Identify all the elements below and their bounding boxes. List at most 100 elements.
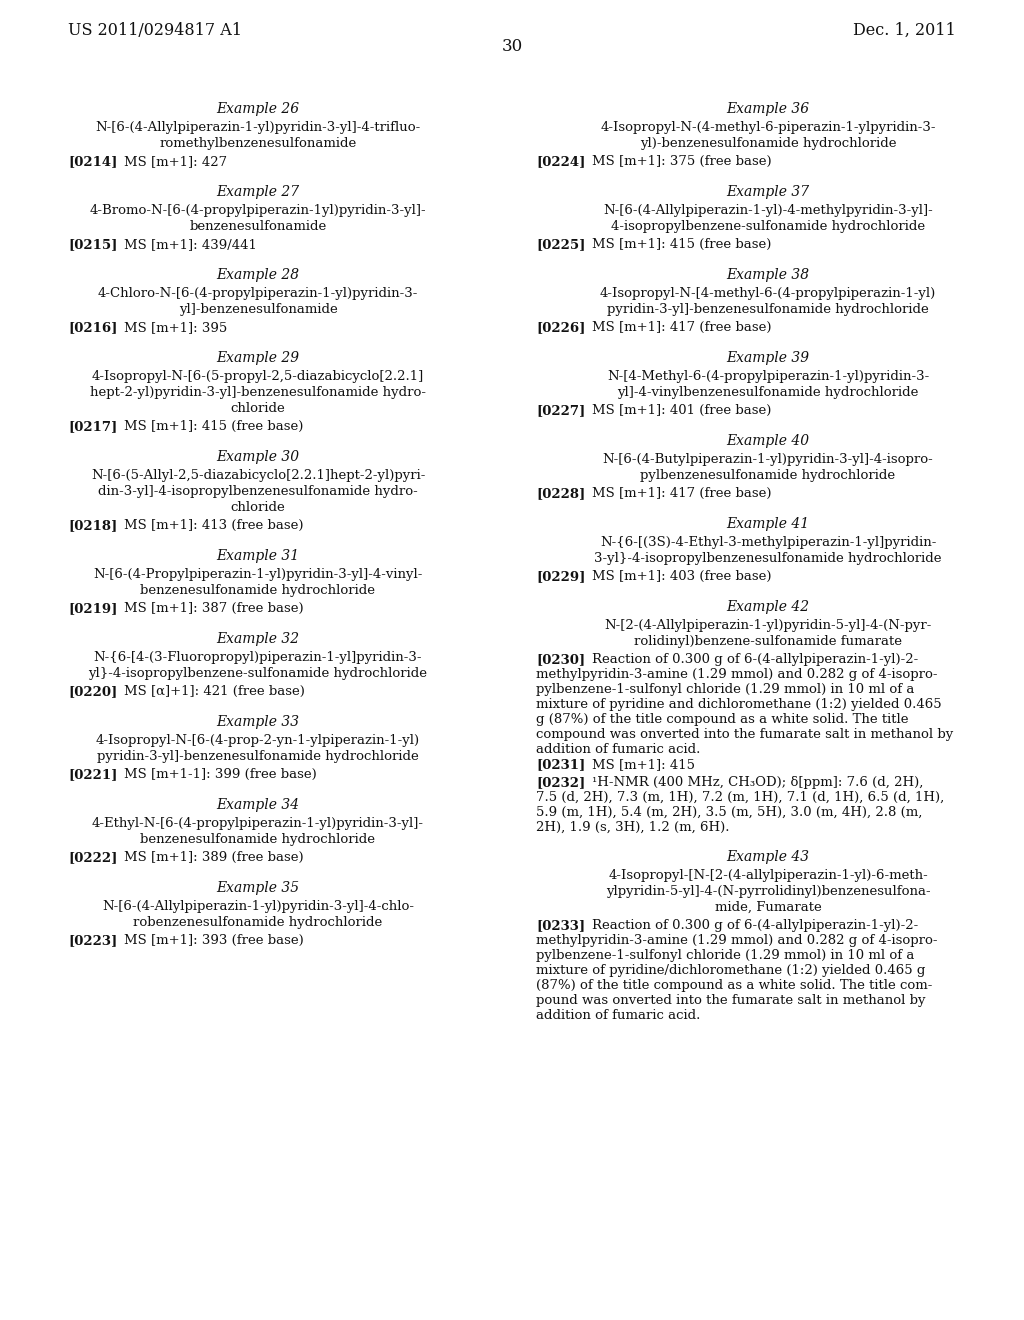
Text: Example 40: Example 40: [726, 434, 810, 447]
Text: romethylbenzenesulfonamide: romethylbenzenesulfonamide: [160, 137, 356, 150]
Text: 4-isopropylbenzene-sulfonamide hydrochloride: 4-isopropylbenzene-sulfonamide hydrochlo…: [611, 220, 925, 234]
Text: N-[6-(4-Allylpiperazin-1-yl)-4-methylpyridin-3-yl]-: N-[6-(4-Allylpiperazin-1-yl)-4-methylpyr…: [603, 205, 933, 216]
Text: Example 31: Example 31: [216, 549, 300, 564]
Text: Dec. 1, 2011: Dec. 1, 2011: [853, 22, 956, 40]
Text: Example 43: Example 43: [726, 850, 810, 865]
Text: MS [m+1]: 427: MS [m+1]: 427: [106, 154, 227, 168]
Text: [0214]: [0214]: [68, 154, 118, 168]
Text: pyridin-3-yl]-benzenesulfonamide hydrochloride: pyridin-3-yl]-benzenesulfonamide hydroch…: [607, 304, 929, 315]
Text: yl)-benzenesulfonamide hydrochloride: yl)-benzenesulfonamide hydrochloride: [640, 137, 896, 150]
Text: methylpyridin-3-amine (1.29 mmol) and 0.282 g of 4-isopro-: methylpyridin-3-amine (1.29 mmol) and 0.…: [536, 935, 938, 946]
Text: [0218]: [0218]: [68, 519, 118, 532]
Text: MS [m+1]: 403 (free base): MS [m+1]: 403 (free base): [575, 570, 771, 583]
Text: yl]-benzenesulfonamide: yl]-benzenesulfonamide: [178, 304, 337, 315]
Text: [0215]: [0215]: [68, 238, 118, 251]
Text: N-{6-[(3S)-4-Ethyl-3-methylpiperazin-1-yl]pyridin-: N-{6-[(3S)-4-Ethyl-3-methylpiperazin-1-y…: [600, 536, 936, 549]
Text: 4-Isopropyl-N-[6-(5-propyl-2,5-diazabicyclo[2.2.1]: 4-Isopropyl-N-[6-(5-propyl-2,5-diazabicy…: [92, 370, 424, 383]
Text: Reaction of 0.300 g of 6-(4-allylpiperazin-1-yl)-2-: Reaction of 0.300 g of 6-(4-allylpiperaz…: [575, 919, 919, 932]
Text: Example 32: Example 32: [216, 632, 300, 645]
Text: [0230]: [0230]: [536, 653, 585, 667]
Text: [0216]: [0216]: [68, 321, 118, 334]
Text: MS [m+1]: 375 (free base): MS [m+1]: 375 (free base): [575, 154, 772, 168]
Text: [0232]: [0232]: [536, 776, 586, 789]
Text: 4-Ethyl-N-[6-(4-propylpiperazin-1-yl)pyridin-3-yl]-: 4-Ethyl-N-[6-(4-propylpiperazin-1-yl)pyr…: [92, 817, 424, 830]
Text: Example 28: Example 28: [216, 268, 300, 282]
Text: MS [m+1]: 415 (free base): MS [m+1]: 415 (free base): [106, 420, 303, 433]
Text: pylbenzene-1-sulfonyl chloride (1.29 mmol) in 10 ml of a: pylbenzene-1-sulfonyl chloride (1.29 mmo…: [536, 949, 914, 962]
Text: N-[6-(4-Propylpiperazin-1-yl)pyridin-3-yl]-4-vinyl-: N-[6-(4-Propylpiperazin-1-yl)pyridin-3-y…: [93, 568, 423, 581]
Text: benzenesulfonamide hydrochloride: benzenesulfonamide hydrochloride: [140, 583, 376, 597]
Text: [0221]: [0221]: [68, 768, 118, 781]
Text: N-[6-(4-Allylpiperazin-1-yl)pyridin-3-yl]-4-trifluo-: N-[6-(4-Allylpiperazin-1-yl)pyridin-3-yl…: [95, 121, 421, 135]
Text: Example 38: Example 38: [726, 268, 810, 282]
Text: MS [m+1]: 415: MS [m+1]: 415: [575, 758, 695, 771]
Text: MS [m+1-1]: 399 (free base): MS [m+1-1]: 399 (free base): [106, 768, 316, 781]
Text: Example 26: Example 26: [216, 102, 300, 116]
Text: N-[6-(4-Allylpiperazin-1-yl)pyridin-3-yl]-4-chlo-: N-[6-(4-Allylpiperazin-1-yl)pyridin-3-yl…: [102, 900, 414, 913]
Text: MS [m+1]: 401 (free base): MS [m+1]: 401 (free base): [575, 404, 771, 417]
Text: robenzenesulfonamide hydrochloride: robenzenesulfonamide hydrochloride: [133, 916, 383, 929]
Text: pound was onverted into the fumarate salt in methanol by: pound was onverted into the fumarate sal…: [536, 994, 926, 1007]
Text: MS [m+1]: 413 (free base): MS [m+1]: 413 (free base): [106, 519, 303, 532]
Text: [0223]: [0223]: [68, 935, 118, 946]
Text: [0220]: [0220]: [68, 685, 118, 698]
Text: Example 37: Example 37: [726, 185, 810, 199]
Text: ¹H-NMR (400 MHz, CH₃OD); δ[ppm]: 7.6 (d, 2H),: ¹H-NMR (400 MHz, CH₃OD); δ[ppm]: 7.6 (d,…: [575, 776, 924, 789]
Text: N-[6-(4-Butylpiperazin-1-yl)pyridin-3-yl]-4-isopro-: N-[6-(4-Butylpiperazin-1-yl)pyridin-3-yl…: [603, 453, 933, 466]
Text: 4-Isopropyl-N-[4-methyl-6-(4-propylpiperazin-1-yl): 4-Isopropyl-N-[4-methyl-6-(4-propylpiper…: [600, 286, 936, 300]
Text: Example 27: Example 27: [216, 185, 300, 199]
Text: ylpyridin-5-yl]-4-(N-pyrrolidinyl)benzenesulfona-: ylpyridin-5-yl]-4-(N-pyrrolidinyl)benzen…: [605, 884, 931, 898]
Text: [0233]: [0233]: [536, 919, 585, 932]
Text: N-[2-(4-Allylpiperazin-1-yl)pyridin-5-yl]-4-(N-pyr-: N-[2-(4-Allylpiperazin-1-yl)pyridin-5-yl…: [604, 619, 932, 632]
Text: benzenesulfonamide hydrochloride: benzenesulfonamide hydrochloride: [140, 833, 376, 846]
Text: US 2011/0294817 A1: US 2011/0294817 A1: [68, 22, 242, 40]
Text: addition of fumaric acid.: addition of fumaric acid.: [536, 743, 700, 756]
Text: 5.9 (m, 1H), 5.4 (m, 2H), 3.5 (m, 5H), 3.0 (m, 4H), 2.8 (m,: 5.9 (m, 1H), 5.4 (m, 2H), 3.5 (m, 5H), 3…: [536, 807, 923, 818]
Text: yl}-4-isopropylbenzene-sulfonamide hydrochloride: yl}-4-isopropylbenzene-sulfonamide hydro…: [88, 667, 427, 680]
Text: [0229]: [0229]: [536, 570, 586, 583]
Text: MS [m+1]: 395: MS [m+1]: 395: [106, 321, 227, 334]
Text: 4-Isopropyl-N-[6-(4-prop-2-yn-1-ylpiperazin-1-yl): 4-Isopropyl-N-[6-(4-prop-2-yn-1-ylpipera…: [96, 734, 420, 747]
Text: Example 29: Example 29: [216, 351, 300, 366]
Text: MS [m+1]: 389 (free base): MS [m+1]: 389 (free base): [106, 851, 304, 865]
Text: mixture of pyridine/dichloromethane (1:2) yielded 0.465 g: mixture of pyridine/dichloromethane (1:2…: [536, 964, 926, 977]
Text: [0217]: [0217]: [68, 420, 118, 433]
Text: Example 35: Example 35: [216, 880, 300, 895]
Text: MS [m+1]: 417 (free base): MS [m+1]: 417 (free base): [575, 321, 771, 334]
Text: hept-2-yl)pyridin-3-yl]-benzenesulfonamide hydro-: hept-2-yl)pyridin-3-yl]-benzenesulfonami…: [90, 385, 426, 399]
Text: benzenesulfonamide: benzenesulfonamide: [189, 220, 327, 234]
Text: [0222]: [0222]: [68, 851, 118, 865]
Text: N-{6-[4-(3-Fluoropropyl)piperazin-1-yl]pyridin-3-: N-{6-[4-(3-Fluoropropyl)piperazin-1-yl]p…: [94, 651, 422, 664]
Text: MS [m+1]: 393 (free base): MS [m+1]: 393 (free base): [106, 935, 304, 946]
Text: compound was onverted into the fumarate salt in methanol by: compound was onverted into the fumarate …: [536, 729, 953, 741]
Text: Reaction of 0.300 g of 6-(4-allylpiperazin-1-yl)-2-: Reaction of 0.300 g of 6-(4-allylpiperaz…: [575, 653, 919, 667]
Text: Example 42: Example 42: [726, 601, 810, 614]
Text: g (87%) of the title compound as a white solid. The title: g (87%) of the title compound as a white…: [536, 713, 908, 726]
Text: 30: 30: [502, 38, 522, 55]
Text: chloride: chloride: [230, 403, 286, 414]
Text: [0225]: [0225]: [536, 238, 586, 251]
Text: Example 36: Example 36: [726, 102, 810, 116]
Text: [0228]: [0228]: [536, 487, 586, 500]
Text: [0226]: [0226]: [536, 321, 586, 334]
Text: chloride: chloride: [230, 502, 286, 513]
Text: MS [m+1]: 417 (free base): MS [m+1]: 417 (free base): [575, 487, 771, 500]
Text: 4-Chloro-N-[6-(4-propylpiperazin-1-yl)pyridin-3-: 4-Chloro-N-[6-(4-propylpiperazin-1-yl)py…: [98, 286, 418, 300]
Text: Example 30: Example 30: [216, 450, 300, 465]
Text: [0224]: [0224]: [536, 154, 586, 168]
Text: methylpyridin-3-amine (1.29 mmol) and 0.282 g of 4-isopro-: methylpyridin-3-amine (1.29 mmol) and 0.…: [536, 668, 938, 681]
Text: mide, Fumarate: mide, Fumarate: [715, 902, 821, 913]
Text: yl]-4-vinylbenzenesulfonamide hydrochloride: yl]-4-vinylbenzenesulfonamide hydrochlor…: [617, 385, 919, 399]
Text: Example 33: Example 33: [216, 715, 300, 729]
Text: 4-Isopropyl-N-(4-methyl-6-piperazin-1-ylpyridin-3-: 4-Isopropyl-N-(4-methyl-6-piperazin-1-yl…: [600, 121, 936, 135]
Text: MS [m+1]: 387 (free base): MS [m+1]: 387 (free base): [106, 602, 304, 615]
Text: Example 34: Example 34: [216, 799, 300, 812]
Text: Example 41: Example 41: [726, 517, 810, 531]
Text: din-3-yl]-4-isopropylbenzenesulfonamide hydro-: din-3-yl]-4-isopropylbenzenesulfonamide …: [98, 484, 418, 498]
Text: [0227]: [0227]: [536, 404, 586, 417]
Text: mixture of pyridine and dichloromethane (1:2) yielded 0.465: mixture of pyridine and dichloromethane …: [536, 698, 942, 711]
Text: pyridin-3-yl]-benzenesulfonamide hydrochloride: pyridin-3-yl]-benzenesulfonamide hydroch…: [97, 750, 419, 763]
Text: 4-Isopropyl-[N-[2-(4-allylpiperazin-1-yl)-6-meth-: 4-Isopropyl-[N-[2-(4-allylpiperazin-1-yl…: [608, 869, 928, 882]
Text: addition of fumaric acid.: addition of fumaric acid.: [536, 1008, 700, 1022]
Text: N-[6-(5-Allyl-2,5-diazabicyclo[2.2.1]hept-2-yl)pyri-: N-[6-(5-Allyl-2,5-diazabicyclo[2.2.1]hep…: [91, 469, 425, 482]
